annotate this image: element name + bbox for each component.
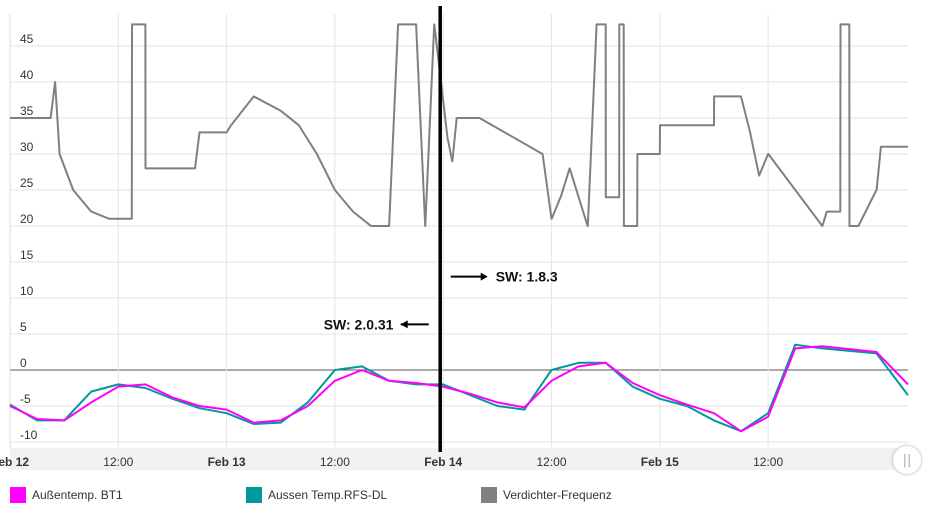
x-tick-label: 12:00	[753, 455, 783, 469]
y-axis-ticks: 45 40 35 30 25 20 15 10 5 0 -5 -10	[20, 32, 38, 442]
legend-label-freq: Verdichter-Frequenz	[503, 488, 612, 502]
legend-label-rfs: Aussen Temp.RFS-DL	[268, 488, 388, 502]
annotations: SW: 2.0.31 SW: 1.8.3	[324, 269, 558, 333]
x-axis-band	[10, 448, 900, 470]
legend-item-freq[interactable]: Verdichter-Frequenz	[481, 487, 612, 503]
y-tick-label: 35	[20, 104, 34, 118]
annotation-arrowhead-right	[480, 272, 488, 281]
x-tick-label: Feb 12	[0, 455, 29, 469]
y-tick-label: -10	[20, 428, 38, 442]
annotation-sw-new: SW: 1.8.3	[496, 269, 558, 285]
legend-swatch-bt1	[10, 487, 26, 503]
x-tick-label: Feb 13	[208, 455, 246, 469]
series-line-bt1	[9, 345, 909, 433]
y-tick-label: 10	[20, 284, 34, 298]
grid	[9, 14, 908, 448]
y-tick-label: 5	[20, 320, 27, 334]
legend-item-rfs[interactable]: Aussen Temp.RFS-DL	[246, 487, 387, 503]
x-tick-label: 12:00	[320, 455, 350, 469]
y-tick-label: 45	[20, 32, 34, 46]
series-line-freq	[10, 23, 908, 227]
y-tick-label: 25	[20, 176, 34, 190]
annotation-arrowhead-left	[400, 320, 408, 329]
x-tick-label: Feb 15	[641, 455, 679, 469]
y-tick-label: 0	[20, 356, 27, 370]
x-axis-ticks: Feb 12 12:00 Feb 13 12:00 Feb 14 12:00 Feb 15 1…	[0, 455, 783, 469]
y-tick-label: 30	[20, 140, 34, 154]
x-tick-label: 12:00	[536, 455, 566, 469]
navigator-scroll-handle[interactable]: ||	[893, 446, 921, 474]
y-tick-label: 15	[20, 248, 34, 262]
x-tick-label: 12:00	[103, 455, 133, 469]
legend-label-bt1: Außentemp. BT1	[32, 488, 123, 502]
legend-item-bt1[interactable]: Außentemp. BT1	[10, 487, 123, 503]
x-tick-label: Feb 14	[424, 455, 462, 469]
y-tick-label: -5	[20, 392, 31, 406]
series-layer	[9, 23, 909, 433]
legend: Außentemp. BT1 Aussen Temp.RFS-DL Verdic…	[0, 487, 929, 509]
annotation-sw-old: SW: 2.0.31	[324, 316, 394, 332]
legend-swatch-freq	[481, 487, 497, 503]
y-tick-label: 20	[20, 212, 34, 226]
handle-grip-icon: ||	[902, 452, 912, 468]
y-tick-label: 40	[20, 68, 34, 82]
series-line-rfs	[9, 343, 909, 433]
legend-swatch-rfs	[246, 487, 262, 503]
